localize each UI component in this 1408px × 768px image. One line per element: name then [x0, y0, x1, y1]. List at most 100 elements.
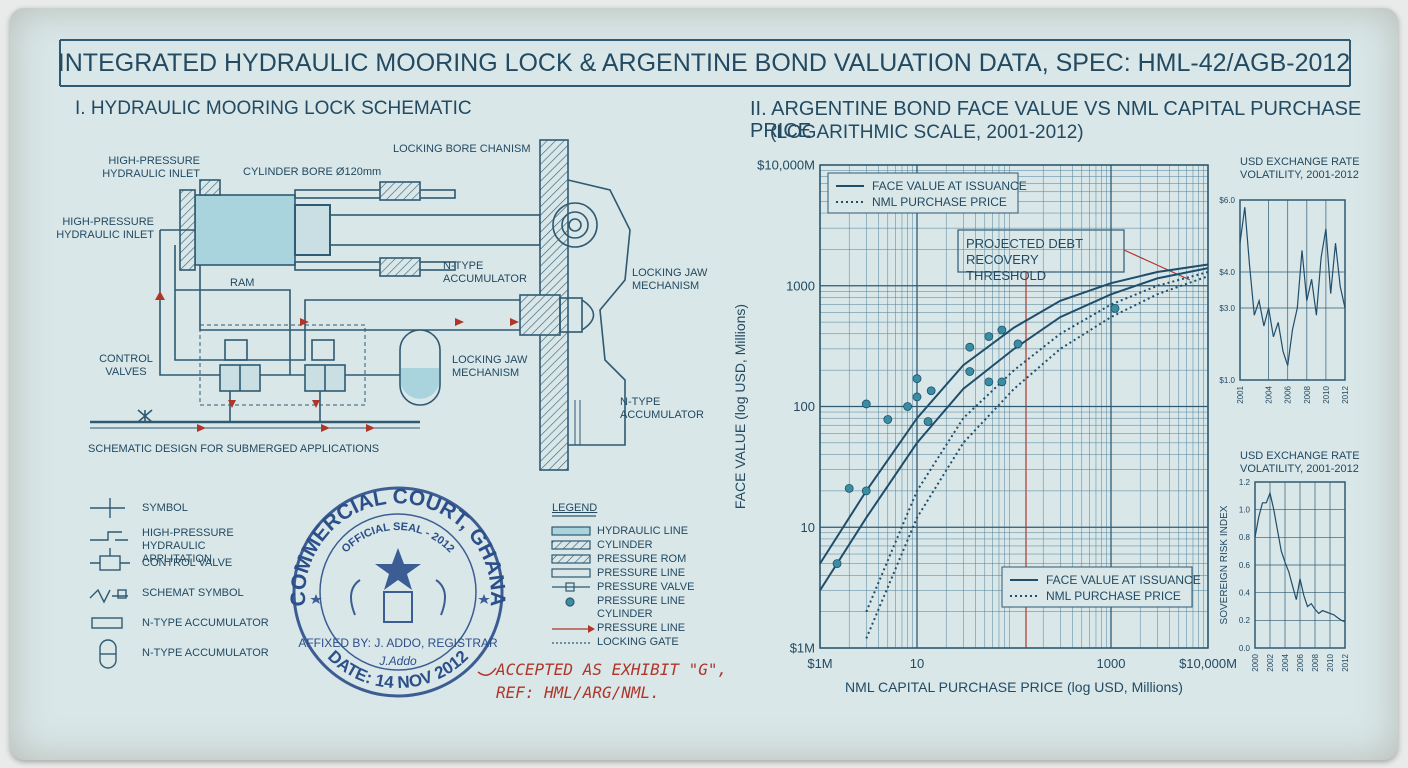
x-tick-label: 2001 [1236, 385, 1245, 403]
scatter-point [844, 483, 854, 493]
flow-arrows [155, 291, 519, 432]
y-tick-label: $3.0 [1219, 304, 1235, 313]
seal [292, 486, 504, 698]
symbol-label: N-TYPE ACCUMULATOR [142, 617, 269, 629]
plot-frame [1254, 481, 1346, 649]
symbol-label: SYMBOL [142, 502, 188, 514]
schematic-label: N-TYPE ACCUMULATOR [443, 260, 527, 285]
x-tick-label: 10 [910, 656, 924, 671]
x-tick-label: 2006 [1296, 653, 1305, 671]
scatter-point [1013, 339, 1023, 349]
title-frame [59, 39, 1351, 87]
legend-title: LEGEND [552, 502, 598, 514]
scatter-point [997, 377, 1007, 387]
legend-box [827, 172, 1019, 214]
y-tick-label: 0.6 [1239, 561, 1251, 570]
x-tick-label: 2004 [1281, 653, 1290, 671]
schematic-label: LOCKING BORE CHANISM [393, 143, 531, 155]
scatter-point [912, 374, 922, 384]
y-axis-label: FACE VALUE (log USD, Millions) [732, 304, 748, 509]
x-tick-label: 1000 [1097, 656, 1126, 671]
section-subtitle: (LOGARITHMIC SCALE, 2001-2012) [770, 122, 1084, 143]
note-arrow [477, 667, 497, 676]
scatter-point [984, 332, 994, 341]
y-tick-label: 0.0 [1239, 644, 1251, 653]
y-tick-label: 0.2 [1239, 616, 1251, 625]
legend-label: FACE VALUE AT ISSUANCE [1046, 573, 1201, 587]
symbol-icons [89, 498, 130, 669]
scatter-point [883, 415, 893, 424]
y-tick-label: $4.0 [1219, 268, 1235, 277]
seal-signature: J.Addo [378, 654, 417, 668]
annotation-frame [957, 229, 1191, 648]
scatter-point [832, 559, 842, 568]
section-title: II. ARGENTINE BOND FACE VALUE VS NML CAP… [750, 98, 1362, 142]
schematic [90, 139, 631, 471]
symbol-label: CONTROL VALVE [142, 557, 233, 569]
x-tick-label: 2012 [1341, 653, 1350, 671]
schematic-label: HIGH-PRESSURE HYDRAULIC INLET [56, 216, 154, 241]
series-line [819, 267, 1209, 591]
legend-item: PRESSURE LINE [597, 567, 686, 579]
small-chart-title: USD EXCHANGE RATE VOLATILITY, 2001-2012 [1240, 450, 1360, 475]
scatter-point [926, 386, 936, 396]
y-tick-label: $1M [790, 641, 815, 656]
legend-item: PRESSURE LINE [597, 622, 686, 634]
y-tick-label: 0.8 [1239, 533, 1251, 542]
scatter-point [923, 417, 933, 426]
y-tick-label: 1000 [786, 278, 815, 293]
series-line [1239, 207, 1346, 366]
y-tick-label: $1.0 [1219, 376, 1235, 385]
series-line [1254, 491, 1346, 623]
x-tick-label: 2012 [1341, 385, 1350, 403]
scatter-point [912, 392, 922, 402]
schematic-heading: I. HYDRAULIC MOORING LOCK SCHEMATIC [75, 98, 472, 119]
x-tick-label: 2004 [1265, 385, 1274, 403]
legend: FACE VALUE AT ISSUANCE NML PURCHASE PRICE [1001, 566, 1201, 608]
scatter-point [861, 399, 871, 409]
schematic-caption: SCHEMATIC DESIGN FOR SUBMERGED APPLICATI… [88, 443, 380, 455]
scatter-point [903, 402, 912, 411]
plot-frame [1239, 199, 1346, 381]
x-tick-label: 2006 [1284, 385, 1293, 403]
x-tick-label: 2008 [1303, 385, 1312, 403]
page-title: INTEGRATED HYDRAULIC MOORING LOCK & ARGE… [57, 49, 1351, 77]
small-chart-title: USD EXCHANGE RATE VOLATILITY, 2001-2012 [1240, 156, 1360, 181]
schematic-label: CYLINDER BORE Ø120mm [243, 166, 382, 178]
scatter-point [965, 342, 975, 352]
legend-item: PRESSURE ROM [597, 553, 687, 565]
schematic-label: RAM [230, 277, 255, 289]
exhibit-note: REF: HML/ARG/NML. [496, 683, 660, 702]
chart-annotation: PROJECTED DEBT RECOVERY THRESHOLD [966, 236, 1083, 283]
x-tick-label: 2002 [1266, 653, 1275, 671]
scatter-point [984, 377, 994, 387]
x-tick-label: $1M [807, 656, 832, 671]
x-axis-label: NML CAPITAL PURCHASE PRICE (log USD, Mil… [845, 679, 1183, 695]
x-tick-label: 2008 [1311, 653, 1320, 671]
y-tick-label: $10,000M [757, 158, 815, 173]
legend-item: PRESSURE LINE CYLINDER [597, 595, 686, 620]
schematic-label: HIGH-PRESSURE HYDRAULIC INLET [102, 155, 200, 180]
y-tick-label: 100 [793, 399, 815, 414]
y-tick-label: 1.2 [1239, 478, 1251, 487]
scatter-point [861, 486, 871, 496]
legend-label: FACE VALUE AT ISSUANCE [872, 179, 1027, 193]
scatter-point [997, 325, 1007, 335]
y-tick-label: 1.0 [1239, 505, 1251, 514]
legend-swatches [551, 515, 596, 644]
scatter-point [1110, 303, 1120, 313]
legend-item: LOCKING GATE [597, 636, 679, 648]
legend-item: HYDRAULIC LINE [597, 525, 689, 537]
series-line [865, 271, 1209, 613]
x-tick-label: 2010 [1326, 653, 1335, 671]
y-tick-label: 0.4 [1239, 588, 1251, 597]
series-line [819, 263, 1209, 565]
legend-label: NML PURCHASE PRICE [1046, 589, 1181, 603]
schematic-label: LOCKING JAW MECHANISM [632, 267, 708, 292]
schematic-label: N-TYPE ACCUMULATOR [620, 396, 704, 421]
x-tick-label: 2000 [1251, 653, 1260, 671]
legend-item: PRESSURE VALVE [597, 581, 695, 593]
y-tick-label: 10 [801, 520, 815, 535]
exhibit-note: ACCEPTED AS EXHIBIT "G", [496, 660, 728, 679]
